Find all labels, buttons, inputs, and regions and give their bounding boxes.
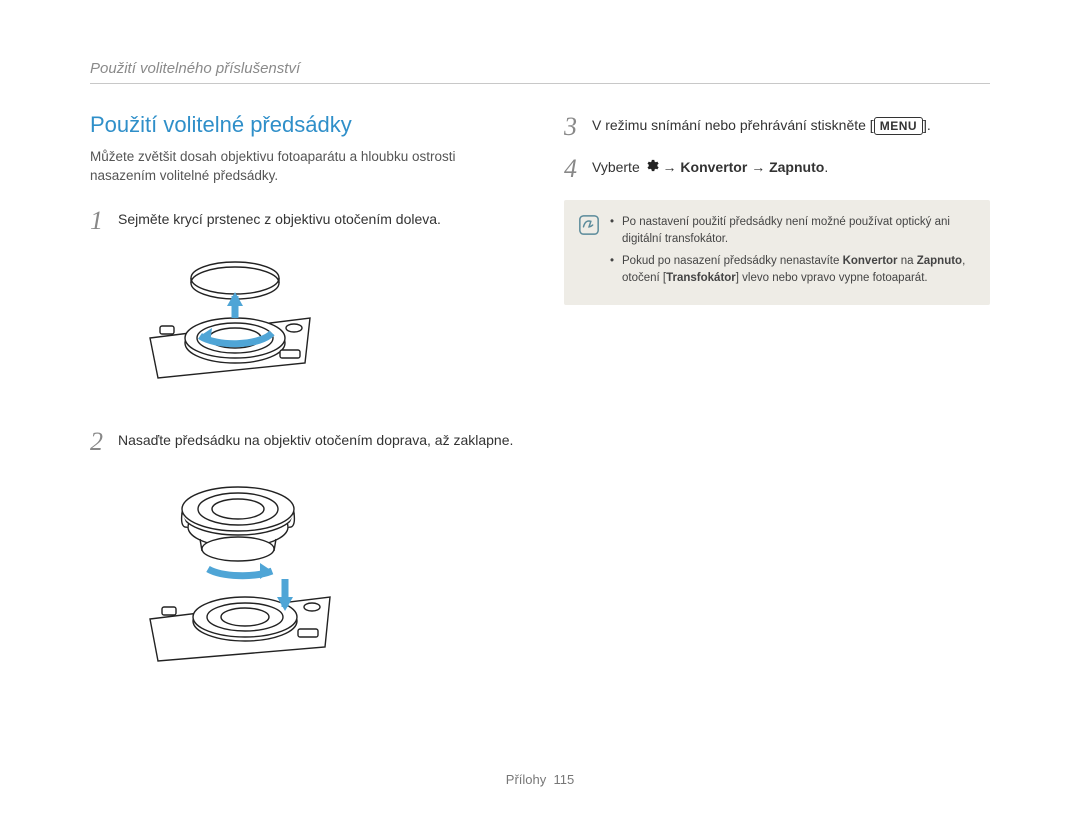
step-text: Sejměte krycí prstenec z objektivu otoče…	[118, 206, 441, 230]
step-4: 4 Vyberte → Konvertor → Zapnuto.	[564, 154, 990, 182]
step-text: Nasaďte předsádku na objektiv otočením d…	[118, 427, 513, 451]
illustration-remove-ring	[130, 248, 516, 403]
step4-arrow2: →	[747, 159, 769, 175]
footer-label: Přílohy	[506, 772, 546, 787]
note2-mid1: na	[898, 255, 917, 267]
step-number: 3	[564, 112, 592, 140]
page-footer: Přílohy 115	[0, 772, 1080, 787]
step-3: 3 V režimu snímání nebo přehrávání stisk…	[564, 112, 990, 140]
note-item: Po nastavení použití předsádky není možn…	[610, 214, 976, 249]
step4-konvertor: Konvertor	[680, 159, 747, 175]
note2-b3: Transfokátor	[666, 272, 736, 284]
note-list: Po nastavení použití předsádky není možn…	[610, 214, 976, 291]
note-item: Pokud po nasazení předsádky nenastavíte …	[610, 253, 976, 288]
footer-page-number: 115	[553, 772, 574, 787]
breadcrumb: Použití volitelného příslušenství	[90, 60, 990, 84]
gear-icon	[644, 158, 659, 179]
step4-prefix: Vyberte	[592, 159, 644, 175]
note2-b2: Zapnuto	[917, 255, 962, 267]
step4-arrow1: →	[659, 159, 681, 175]
section-intro: Můžete zvětšit dosah objektivu fotoapará…	[90, 148, 516, 186]
illustration-attach-lens	[130, 469, 516, 684]
note-box: Po nastavení použití předsádky není možn…	[564, 200, 990, 305]
content-columns: Použití volitelné předsádky Můžete zvětš…	[90, 112, 990, 708]
step-text: Vyberte → Konvertor → Zapnuto.	[592, 154, 828, 179]
step-number: 2	[90, 427, 118, 455]
step3-suffix: ].	[923, 117, 931, 133]
step-2: 2 Nasaďte předsádku na objektiv otočením…	[90, 427, 516, 455]
step4-zapnuto: Zapnuto	[769, 159, 824, 175]
step4-end: .	[824, 159, 828, 175]
menu-button-label: MENU	[874, 117, 923, 135]
step-number: 1	[90, 206, 118, 234]
step3-prefix: V režimu snímání nebo přehrávání stiskně…	[592, 117, 874, 133]
page: Použití volitelného příslušenství Použit…	[0, 0, 1080, 815]
section-title: Použití volitelné předsádky	[90, 112, 516, 138]
left-column: Použití volitelné předsádky Můžete zvětš…	[90, 112, 516, 708]
step-text: V režimu snímání nebo přehrávání stiskně…	[592, 112, 931, 136]
note1-text: Po nastavení použití předsádky není možn…	[622, 216, 950, 245]
note-icon	[578, 214, 600, 242]
step-number: 4	[564, 154, 592, 182]
note2-b1: Konvertor	[843, 255, 898, 267]
right-column: 3 V režimu snímání nebo přehrávání stisk…	[564, 112, 990, 708]
step-1: 1 Sejměte krycí prstenec z objektivu oto…	[90, 206, 516, 234]
note2-mid3: ] vlevo nebo vpravo vypne fotoaparát.	[736, 272, 928, 284]
note2-pre: Pokud po nasazení předsádky nenastavíte	[622, 255, 843, 267]
